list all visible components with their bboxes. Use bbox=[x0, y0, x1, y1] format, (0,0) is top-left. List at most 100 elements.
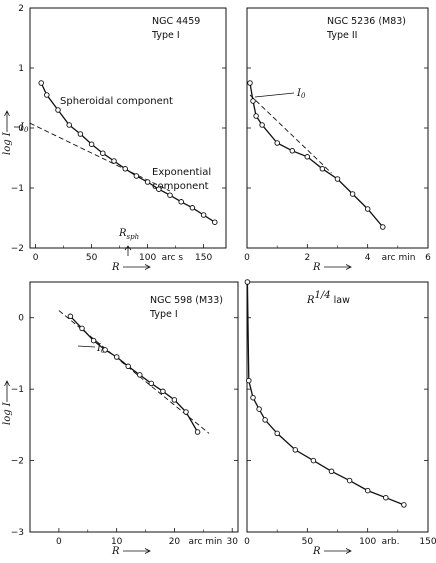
data-point bbox=[262, 417, 268, 423]
data-point bbox=[401, 502, 407, 508]
x-tick-label: 50 bbox=[302, 537, 314, 547]
rsph-arrow bbox=[124, 245, 132, 256]
ylabel-top-arrow bbox=[4, 110, 10, 132]
rsph-label: Rsph bbox=[118, 228, 139, 241]
y-tick-label: 0 bbox=[18, 124, 24, 134]
panel4-title: R1/4 law bbox=[306, 290, 350, 306]
data-point bbox=[194, 429, 201, 435]
panel1-title-line2: Type I bbox=[151, 30, 180, 41]
panel2-title-line2: Type II bbox=[326, 30, 357, 41]
panel-frame-m33 bbox=[29, 281, 239, 533]
data-point bbox=[274, 430, 280, 437]
x-axis-label: R bbox=[111, 262, 120, 273]
data-point bbox=[156, 186, 162, 192]
data-point bbox=[67, 313, 74, 320]
i0-leader-p2 bbox=[254, 92, 295, 98]
data-point bbox=[148, 380, 155, 387]
data-point bbox=[259, 122, 265, 128]
data-point bbox=[253, 113, 259, 119]
data-point bbox=[364, 206, 371, 212]
y-tick-label: 0 bbox=[18, 314, 24, 324]
data-point bbox=[244, 279, 251, 285]
data-point bbox=[167, 192, 173, 198]
ylabel-top: log I bbox=[2, 131, 13, 155]
exponential-label-2: component bbox=[152, 181, 209, 192]
x-tick-label: 10 bbox=[111, 537, 123, 547]
x-tick-label: 150 bbox=[195, 253, 212, 263]
x-unit-label: arb. bbox=[382, 537, 400, 547]
x-tick-label: 50 bbox=[86, 253, 98, 263]
exponential-label-1: Exponential bbox=[152, 167, 211, 178]
data-point bbox=[250, 98, 256, 104]
x-unit-label: arc min bbox=[382, 253, 416, 263]
data-point bbox=[113, 354, 120, 360]
data-point bbox=[122, 166, 128, 172]
i0-leader-p3 bbox=[77, 345, 96, 348]
data-point bbox=[183, 409, 189, 415]
x-tick-label: 0 bbox=[244, 253, 250, 263]
panel-frame-r14 bbox=[246, 281, 429, 533]
data-point bbox=[160, 388, 166, 395]
x-axis-arrow bbox=[324, 548, 352, 554]
data-point bbox=[200, 212, 207, 218]
data-point bbox=[319, 166, 326, 172]
data-point bbox=[246, 377, 252, 384]
panel2-title-line1: NGC 5236 (M83) bbox=[327, 16, 406, 27]
spheroidal-label: Spheroidal component bbox=[60, 96, 173, 107]
x-tick-label: 150 bbox=[419, 537, 436, 547]
data-point bbox=[256, 406, 262, 412]
data-point bbox=[364, 487, 371, 494]
y-tick-label: −3 bbox=[11, 528, 24, 538]
data-point bbox=[144, 179, 151, 185]
y-tick-label: −2 bbox=[11, 244, 24, 254]
x-axis-arrow bbox=[123, 264, 151, 270]
panel3-title-line1: NGC 598 (M33) bbox=[150, 295, 223, 306]
x-axis-label: R bbox=[312, 546, 321, 557]
x-tick-label: 100 bbox=[139, 253, 156, 263]
data-point bbox=[334, 176, 341, 182]
data-point bbox=[55, 107, 61, 113]
x-axis-arrow bbox=[324, 264, 352, 270]
data-point bbox=[125, 363, 131, 370]
y-tick-label: −2 bbox=[11, 457, 24, 467]
data-point bbox=[380, 224, 386, 230]
panel-frame-m83 bbox=[246, 7, 429, 249]
data-point bbox=[328, 468, 335, 475]
data-point bbox=[79, 325, 85, 332]
panel-frame-ngc4459 bbox=[29, 7, 227, 249]
data-point bbox=[102, 347, 108, 353]
profile-curve bbox=[69, 315, 199, 433]
exponential-fit-line bbox=[249, 94, 332, 174]
data-point bbox=[100, 150, 106, 156]
data-point bbox=[133, 173, 140, 179]
x-axis-label: R bbox=[111, 546, 120, 557]
data-point bbox=[189, 205, 196, 211]
data-point bbox=[77, 131, 84, 137]
data-point bbox=[383, 494, 389, 501]
x-axis-arrow bbox=[123, 548, 151, 554]
data-point bbox=[292, 447, 299, 453]
data-point bbox=[247, 80, 253, 86]
y-tick-label: 2 bbox=[18, 4, 24, 14]
y-tick-label: 1 bbox=[18, 64, 24, 74]
ylabel-bottom: log I bbox=[2, 401, 13, 425]
panel3-title-line2: Type I bbox=[149, 309, 178, 320]
i0-label-p1: I0 bbox=[19, 122, 29, 134]
data-point bbox=[111, 158, 117, 164]
x-tick-label: 30 bbox=[226, 537, 238, 547]
x-tick-label: 6 bbox=[425, 253, 431, 263]
data-point bbox=[304, 154, 311, 160]
x-tick-label: 2 bbox=[304, 253, 310, 263]
data-point bbox=[88, 141, 95, 147]
data-point bbox=[250, 394, 256, 401]
x-axis-label: R bbox=[312, 262, 321, 273]
panel1-title-line1: NGC 4459 bbox=[152, 16, 200, 27]
x-tick-label: 4 bbox=[365, 253, 371, 263]
data-point bbox=[44, 92, 50, 98]
x-tick-label: 0 bbox=[33, 253, 39, 263]
data-point bbox=[38, 80, 44, 86]
y-tick-label: −1 bbox=[11, 385, 24, 395]
